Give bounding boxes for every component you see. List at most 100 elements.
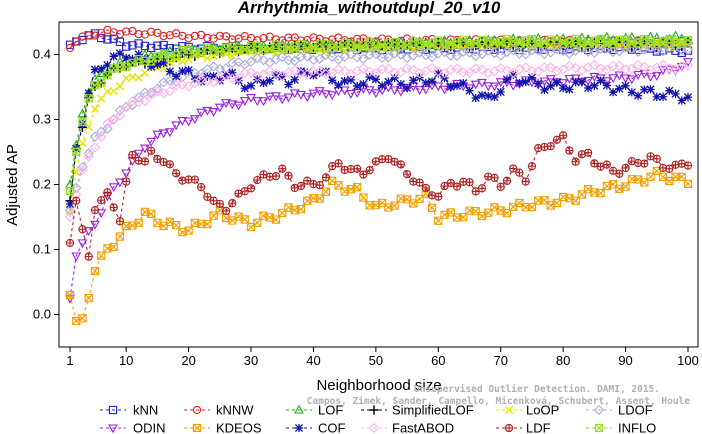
data-point-ldf xyxy=(122,177,131,186)
data-point-odin xyxy=(395,87,406,97)
data-point-cof xyxy=(359,80,368,89)
data-point-ldof xyxy=(389,48,400,59)
legend-entry-ldof: LDOF xyxy=(586,403,653,418)
data-point-knnw xyxy=(134,30,143,39)
watermark: Unsupervised Outlier Detection. DAMI, 20… xyxy=(307,384,690,407)
data-point-cof xyxy=(584,83,593,93)
legend-marker-odin xyxy=(108,424,118,434)
data-point-ldof xyxy=(539,48,550,60)
data-point-ldf xyxy=(109,203,118,212)
data-point-ldf xyxy=(97,196,106,205)
data-point-ldf xyxy=(315,181,324,190)
data-point-fastabod xyxy=(657,59,669,71)
legend-label-cof: COF xyxy=(318,421,346,434)
legend-entry-odin: ODIN xyxy=(100,421,166,434)
x-tick-label: 80 xyxy=(556,353,570,368)
data-point-odin xyxy=(389,86,400,96)
data-point-cof xyxy=(396,80,405,89)
data-point-fastabod xyxy=(339,65,350,77)
series-fastabod xyxy=(64,59,694,223)
data-point-kdeos xyxy=(184,226,193,235)
data-point-fastabod xyxy=(370,67,382,79)
data-point-ldof xyxy=(208,61,219,72)
data-point-odin xyxy=(171,121,182,131)
data-point-ldof xyxy=(420,50,431,61)
data-point-cof xyxy=(228,68,237,77)
data-point-ldf xyxy=(615,169,624,178)
data-point-odin xyxy=(296,90,306,100)
data-point-kdeos xyxy=(390,201,399,210)
data-point-odin xyxy=(196,108,207,118)
data-point-odin xyxy=(158,129,169,139)
data-point-ldof xyxy=(682,44,694,55)
y-tick-label: 0.1 xyxy=(33,242,51,257)
legend-marker-lof xyxy=(294,404,304,414)
data-point-kdeos xyxy=(353,183,362,192)
x-tick-label: 1 xyxy=(66,353,73,368)
legend-entry-simplifiedlof: SimplifiedLOF xyxy=(361,403,474,418)
data-point-cof xyxy=(471,93,480,103)
data-point-knn xyxy=(128,41,137,50)
data-point-cof xyxy=(122,53,131,62)
series-odin xyxy=(65,58,693,304)
legend-marker-knnw xyxy=(192,405,202,415)
data-point-ldof xyxy=(302,51,313,62)
data-point-kdeos xyxy=(321,187,331,196)
legend-entry-ldf: LDF xyxy=(496,421,551,434)
data-point-ldof xyxy=(133,92,144,103)
data-point-fastabod xyxy=(595,63,606,74)
data-point-knn xyxy=(134,39,143,48)
data-point-fastabod xyxy=(682,60,694,71)
legend-entry-cof: COF xyxy=(286,421,346,434)
data-point-odin xyxy=(277,95,288,105)
data-point-odin xyxy=(345,90,356,99)
data-point-inflo xyxy=(84,94,93,103)
data-point-kdeos xyxy=(296,205,306,214)
data-point-knn xyxy=(78,35,87,45)
data-point-lof xyxy=(601,31,612,41)
data-point-knnw xyxy=(72,37,81,46)
data-point-fastabod xyxy=(208,77,219,88)
data-point-odin xyxy=(221,99,231,108)
data-point-knnw xyxy=(122,27,131,36)
data-point-kdeos xyxy=(65,290,75,300)
data-point-ldof xyxy=(439,46,450,58)
legend-entry-lof: LOF xyxy=(286,403,343,418)
data-point-ldof xyxy=(345,49,357,60)
data-point-kdeos xyxy=(115,232,125,241)
data-point-fastabod xyxy=(526,65,538,77)
data-point-ldf xyxy=(402,169,412,179)
data-point-cof xyxy=(147,62,156,71)
data-point-cof xyxy=(196,77,206,86)
data-point-fastabod xyxy=(152,86,163,97)
data-point-fastabod xyxy=(252,71,263,82)
data-point-inflo xyxy=(65,186,75,196)
data-point-cof xyxy=(477,91,487,100)
legend-entry-loop: LoOP xyxy=(496,403,559,418)
data-point-ldof xyxy=(233,56,244,68)
data-point-cof xyxy=(315,68,324,77)
data-point-ldof xyxy=(277,51,288,63)
data-point-fastabod xyxy=(195,74,207,85)
data-point-odin xyxy=(327,91,338,101)
y-tick-label: 0.0 xyxy=(33,307,51,322)
data-point-ldf xyxy=(652,154,661,163)
data-point-knnw xyxy=(353,34,362,44)
data-point-cof xyxy=(671,89,680,98)
data-point-ldf xyxy=(72,196,81,205)
data-point-cof xyxy=(402,83,412,93)
data-point-fastabod xyxy=(551,65,563,77)
data-point-ldof xyxy=(327,51,338,62)
data-point-odin xyxy=(645,72,656,82)
data-point-cof xyxy=(115,49,125,58)
data-point-ldof xyxy=(426,51,438,63)
data-point-loop xyxy=(103,87,112,96)
data-point-ldf xyxy=(452,182,462,191)
data-point-odin xyxy=(601,77,612,87)
x-tick-label: 30 xyxy=(244,353,258,368)
data-point-cof xyxy=(577,77,586,86)
data-point-ldf xyxy=(546,141,555,151)
legend-marker-fastabod xyxy=(368,422,380,434)
data-point-cof xyxy=(346,75,356,84)
data-point-ldof xyxy=(383,52,394,63)
